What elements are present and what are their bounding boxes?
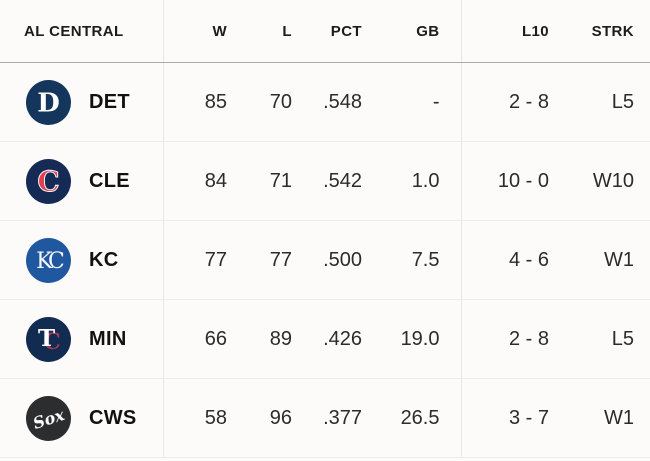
- team-row-det[interactable]: D DET 85 70 .548 - 2 - 8 L5: [0, 62, 650, 142]
- team-abbr: DET: [89, 90, 130, 113]
- pct-cell: .548: [292, 62, 362, 142]
- streak-cell: W1: [549, 378, 650, 458]
- games-back-cell: 19.0: [362, 299, 462, 379]
- team-abbr: CWS: [89, 406, 137, 429]
- games-back-cell: -: [362, 62, 462, 142]
- pct-cell: .377: [292, 378, 362, 458]
- team-abbr: KC: [89, 248, 119, 271]
- svg-text:T: T: [38, 325, 55, 352]
- team-abbr: MIN: [89, 327, 127, 350]
- column-header-streak: STRK: [549, 0, 650, 63]
- svg-text:D: D: [37, 88, 60, 118]
- team-row-kc[interactable]: KC KC 77 77 .500 7.5 4 - 6 W1: [0, 220, 650, 300]
- detroit-tigers-logo-icon: D: [26, 79, 71, 125]
- column-header-games-back: GB: [362, 0, 462, 63]
- team-cell-det[interactable]: D DET: [0, 79, 163, 125]
- streak-cell: L5: [549, 62, 650, 142]
- losses-cell: 70: [227, 62, 292, 142]
- division-title: AL CENTRAL: [0, 0, 164, 63]
- losses-cell: 71: [227, 141, 292, 221]
- streak-cell: W10: [549, 141, 650, 221]
- wins-cell: 85: [163, 62, 227, 142]
- streak-cell: L5: [549, 299, 650, 379]
- team-row-cws[interactable]: Sox CWS 58 96 .377 26.5 3 - 7 W1: [0, 378, 650, 458]
- last10-cell: 10 - 0: [461, 141, 549, 221]
- games-back-cell: 1.0: [362, 141, 462, 221]
- last10-cell: 2 - 8: [461, 299, 549, 379]
- pct-cell: .500: [292, 220, 362, 300]
- losses-cell: 89: [227, 299, 292, 379]
- last10-cell: 2 - 8: [461, 62, 549, 142]
- team-row-min[interactable]: C T MIN 66 89 .426 19.0 2 - 8 L5: [0, 299, 650, 379]
- kansas-city-royals-logo-icon: KC: [26, 237, 71, 283]
- column-header-pct: PCT: [292, 0, 362, 63]
- header-row: AL CENTRAL W L PCT GB L10 STRK: [0, 0, 650, 63]
- last10-cell: 3 - 7: [461, 378, 549, 458]
- chicago-white-sox-logo-icon: Sox: [26, 395, 71, 441]
- pct-cell: .426: [292, 299, 362, 379]
- games-back-cell: 7.5: [362, 220, 462, 300]
- wins-cell: 58: [163, 378, 227, 458]
- streak-cell: W1: [549, 220, 650, 300]
- losses-cell: 96: [227, 378, 292, 458]
- wins-cell: 66: [163, 299, 227, 379]
- last10-cell: 4 - 6: [461, 220, 549, 300]
- team-cell-cle[interactable]: C CLE: [0, 158, 163, 204]
- games-back-cell: 26.5: [362, 378, 462, 458]
- column-header-last10: L10: [461, 0, 549, 63]
- svg-text:KC: KC: [36, 249, 64, 274]
- svg-text:C: C: [37, 165, 59, 198]
- team-cell-cws[interactable]: Sox CWS: [0, 395, 163, 441]
- minnesota-twins-logo-icon: C T: [26, 316, 71, 362]
- wins-cell: 84: [163, 141, 227, 221]
- column-header-losses: L: [227, 0, 292, 63]
- cleveland-guardians-logo-icon: C: [26, 158, 71, 204]
- losses-cell: 77: [227, 220, 292, 300]
- column-header-wins: W: [163, 0, 227, 63]
- team-cell-min[interactable]: C T MIN: [0, 316, 163, 362]
- team-cell-kc[interactable]: KC KC: [0, 237, 163, 283]
- team-row-cle[interactable]: C CLE 84 71 .542 1.0 10 - 0 W10: [0, 141, 650, 221]
- wins-cell: 77: [163, 220, 227, 300]
- team-abbr: CLE: [89, 169, 130, 192]
- svg-text:C: C: [43, 329, 61, 355]
- pct-cell: .542: [292, 141, 362, 221]
